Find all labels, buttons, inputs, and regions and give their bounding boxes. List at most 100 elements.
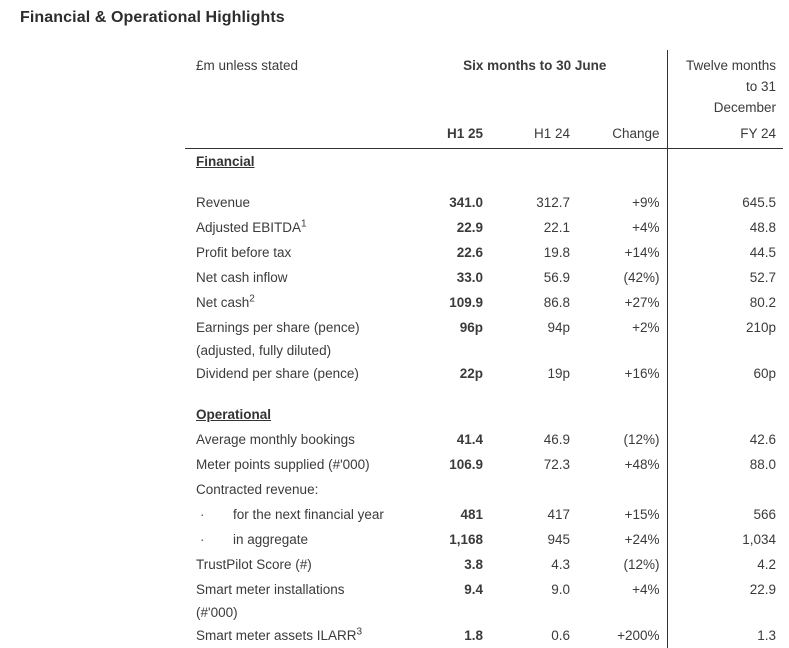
row-label: ·in aggregate — [185, 527, 410, 552]
section-row: Financial — [185, 149, 783, 175]
cell-h1-24 — [483, 174, 570, 190]
section-row: Operational — [185, 402, 783, 427]
row-label-text: Revenue — [196, 195, 250, 210]
cell-fy-24 — [667, 174, 783, 190]
cell-h1-24: 72.3 — [483, 452, 570, 477]
table-row: Earnings per share (pence)(adjusted, ful… — [185, 315, 783, 361]
twelve-months-line3: December — [668, 97, 777, 118]
section-label: Financial — [196, 154, 255, 169]
row-label-text: Dividend per share (pence) — [196, 366, 359, 381]
cell-h1-24 — [483, 477, 570, 502]
cell-h1-25: 96p — [410, 315, 483, 361]
twelve-months-line1: Twelve months — [668, 55, 777, 76]
row-label-line2: (#'000) — [196, 602, 410, 623]
row-label-text: for the next financial year — [233, 507, 384, 522]
row-label-text: Smart meter installations — [196, 582, 345, 597]
cell-fy-24: 42.6 — [667, 427, 783, 452]
cell-h1-25: 3.8 — [410, 552, 483, 577]
row-label — [185, 174, 410, 190]
cell-change: +24% — [570, 527, 667, 552]
cell-h1-24: 56.9 — [483, 265, 570, 290]
row-label-line2: (adjusted, fully diluted) — [196, 340, 410, 361]
cell-change: (12%) — [570, 552, 667, 577]
cell-fy-24: 1.3 — [667, 623, 783, 648]
row-label: Net cash inflow — [185, 265, 410, 290]
row-label-text: Meter points supplied (#'000) — [196, 457, 370, 472]
cell-change: +27% — [570, 290, 667, 315]
bullet-marker: · — [196, 502, 233, 527]
cell-fy-24: 566 — [667, 502, 783, 527]
cell-h1-24: 4.3 — [483, 552, 570, 577]
cell-h1-24 — [483, 149, 570, 175]
cell-change: +200% — [570, 623, 667, 648]
cell-h1-25: 9.4 — [410, 577, 483, 623]
cell-h1-24: 312.7 — [483, 190, 570, 215]
cell-fy-24: 4.2 — [667, 552, 783, 577]
spacer-row — [185, 386, 783, 402]
cell-h1-25: 22p — [410, 361, 483, 386]
cell-h1-25 — [410, 402, 483, 427]
cell-fy-24: 22.9 — [667, 577, 783, 623]
row-label: Meter points supplied (#'000) — [185, 452, 410, 477]
row-label: Earnings per share (pence)(adjusted, ful… — [185, 315, 410, 361]
column-header-fy-24: FY 24 — [667, 118, 783, 149]
cell-fy-24: 80.2 — [667, 290, 783, 315]
cell-h1-25: 33.0 — [410, 265, 483, 290]
label-column-header — [185, 118, 410, 149]
row-label: Revenue — [185, 190, 410, 215]
row-label: Adjusted EBITDA1 — [185, 215, 410, 240]
cell-fy-24 — [667, 477, 783, 502]
cell-h1-24: 94p — [483, 315, 570, 361]
cell-h1-25: 481 — [410, 502, 483, 527]
cell-fy-24: 48.8 — [667, 215, 783, 240]
spacer-row — [185, 174, 783, 190]
cell-change — [570, 174, 667, 190]
cell-change: +15% — [570, 502, 667, 527]
cell-h1-24 — [483, 386, 570, 402]
span-header-twelve-months: Twelve months to 31 December — [667, 50, 783, 118]
row-label: Average monthly bookings — [185, 427, 410, 452]
row-label-text: TrustPilot Score (#) — [196, 557, 312, 572]
column-header-h1-25: H1 25 — [410, 118, 483, 149]
row-label: TrustPilot Score (#) — [185, 552, 410, 577]
cell-h1-25: 109.9 — [410, 290, 483, 315]
page-title: Financial & Operational Highlights — [20, 9, 285, 27]
span-header-six-months: Six months to 30 June — [410, 50, 667, 118]
row-label-text: Net cash inflow — [196, 270, 288, 285]
cell-h1-24: 86.8 — [483, 290, 570, 315]
cell-h1-25: 22.9 — [410, 215, 483, 240]
section-label: Operational — [196, 407, 271, 422]
cell-h1-24: 22.1 — [483, 215, 570, 240]
cell-h1-25 — [410, 386, 483, 402]
cell-h1-24: 945 — [483, 527, 570, 552]
cell-fy-24: 52.7 — [667, 265, 783, 290]
row-label: Contracted revenue: — [185, 477, 410, 502]
cell-fy-24: 44.5 — [667, 240, 783, 265]
row-label: Financial — [185, 149, 410, 175]
row-label: Net cash2 — [185, 290, 410, 315]
footnote-reference: 1 — [301, 219, 307, 230]
cell-fy-24: 645.5 — [667, 190, 783, 215]
cell-h1-25: 1,168 — [410, 527, 483, 552]
highlights-table: £m unless stated Six months to 30 June T… — [185, 50, 783, 648]
cell-fy-24: 210p — [667, 315, 783, 361]
cell-h1-25 — [410, 477, 483, 502]
cell-change — [570, 386, 667, 402]
cell-change — [570, 149, 667, 175]
cell-change: +4% — [570, 215, 667, 240]
cell-change: +2% — [570, 315, 667, 361]
cell-change: (12%) — [570, 427, 667, 452]
cell-h1-24 — [483, 402, 570, 427]
row-label: Operational — [185, 402, 410, 427]
